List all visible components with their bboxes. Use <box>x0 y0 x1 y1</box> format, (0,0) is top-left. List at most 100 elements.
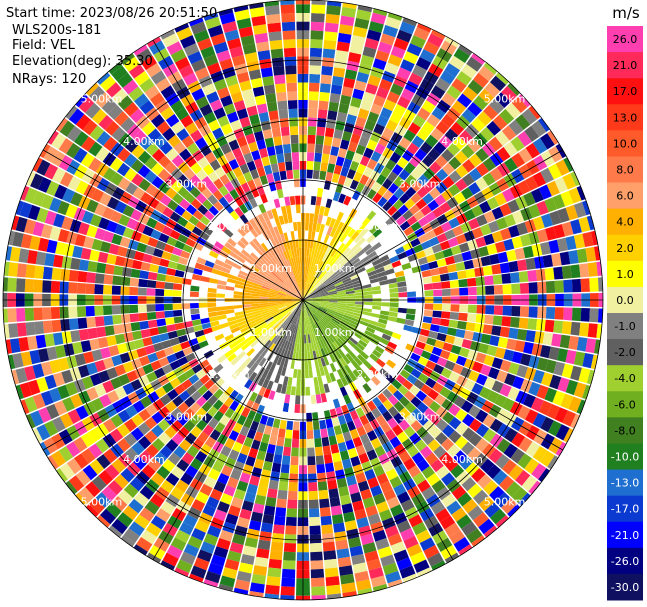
radar-gate <box>70 191 83 207</box>
radar-gate <box>262 281 272 287</box>
radar-gate <box>157 265 168 275</box>
radar-gate <box>81 376 94 390</box>
radar-gate <box>258 322 268 330</box>
radar-gate <box>296 300 303 306</box>
radar-gate <box>281 455 291 465</box>
radar-gate <box>188 338 199 347</box>
radar-gate <box>430 501 446 515</box>
radar-gate <box>463 330 475 341</box>
radar-gate <box>191 319 202 327</box>
radar-gate <box>214 166 226 178</box>
radar-gate <box>264 0 280 7</box>
radar-gate <box>475 276 486 286</box>
radar-gate <box>365 247 375 256</box>
radar-gate <box>383 488 397 501</box>
radar-gate <box>439 515 456 530</box>
radar-gate <box>288 350 294 360</box>
radar-gate <box>155 240 167 251</box>
radar-gate <box>573 201 587 218</box>
radar-gate <box>85 102 101 119</box>
radar-gate <box>160 501 176 515</box>
radar-gate <box>297 334 301 344</box>
radar-gate <box>94 273 105 284</box>
radar-gate <box>224 203 234 214</box>
radar-gate <box>207 562 224 576</box>
radar-gate <box>415 198 427 210</box>
radar-gate <box>473 489 489 505</box>
radar-gate <box>307 306 314 315</box>
radar-gate <box>223 103 236 115</box>
radar-gate <box>318 319 326 328</box>
radar-gate <box>325 13 340 24</box>
radar-gate <box>314 143 324 154</box>
radar-gate <box>338 24 354 35</box>
radar-gate <box>316 309 325 316</box>
radar-gate <box>525 142 540 159</box>
radar-gate <box>425 377 437 389</box>
radar-gate <box>321 328 328 338</box>
radar-gate <box>328 290 337 294</box>
radar-gate <box>368 274 379 281</box>
radar-gate <box>305 308 310 317</box>
radar-gate <box>180 114 194 128</box>
radar-gate <box>441 311 451 319</box>
radar-gate <box>570 413 580 429</box>
radar-gate <box>285 341 291 351</box>
radar-gate <box>38 407 52 423</box>
radar-gate <box>150 255 162 266</box>
radar-gate <box>267 260 275 269</box>
radar-gate <box>360 317 370 324</box>
radar-gate <box>177 334 189 344</box>
radar-gate <box>387 533 403 546</box>
radar-gate <box>243 356 252 367</box>
radar-gate <box>349 428 360 440</box>
radar-gate <box>237 227 247 237</box>
radar-gate <box>473 95 489 111</box>
radar-gate <box>199 374 211 385</box>
radar-gate <box>428 236 440 247</box>
radar-gate <box>329 93 341 104</box>
radar-gate <box>274 314 283 322</box>
radar-gate <box>260 287 270 292</box>
radar-gate <box>338 103 350 114</box>
radar-gate <box>172 309 183 317</box>
radar-gate <box>166 236 178 247</box>
radar-gate <box>373 123 385 135</box>
radar-gate <box>499 203 512 217</box>
radar-gate <box>334 313 344 319</box>
radar-gate <box>276 234 283 244</box>
radar-gate <box>195 181 207 193</box>
radar-gate <box>435 406 448 419</box>
radar-gate <box>114 386 127 400</box>
radar-gate <box>329 333 337 342</box>
radar-gate <box>387 316 398 323</box>
radar-gate <box>89 338 100 351</box>
radar-gate <box>309 305 317 312</box>
radar-gate <box>346 114 357 125</box>
radar-gate <box>393 37 409 51</box>
radar-gate <box>370 575 387 588</box>
radar-gate <box>401 438 414 451</box>
radar-gate <box>378 368 389 378</box>
radar-gate <box>357 480 370 492</box>
radar-gate <box>490 75 507 92</box>
radar-gate <box>388 282 398 289</box>
radar-gate <box>276 243 283 253</box>
colorbar-tick-label: -17.0 <box>611 503 639 516</box>
radar-gate <box>195 169 208 181</box>
radar-gate <box>227 353 237 362</box>
radar-gate <box>531 120 547 137</box>
radar-gate <box>181 379 193 390</box>
radar-gate <box>337 294 347 298</box>
radar-gate <box>256 334 266 342</box>
radar-gate <box>58 138 74 154</box>
radar-gate <box>97 72 111 85</box>
radar-gate <box>376 322 387 329</box>
radar-gate <box>417 334 429 344</box>
colorbar-tick-label: -21.0 <box>611 529 639 542</box>
radar-gate <box>316 270 323 279</box>
radar-gate <box>159 141 173 155</box>
radar-gate <box>393 103 407 117</box>
radar-gate <box>380 554 396 567</box>
radar-gate <box>150 360 162 371</box>
